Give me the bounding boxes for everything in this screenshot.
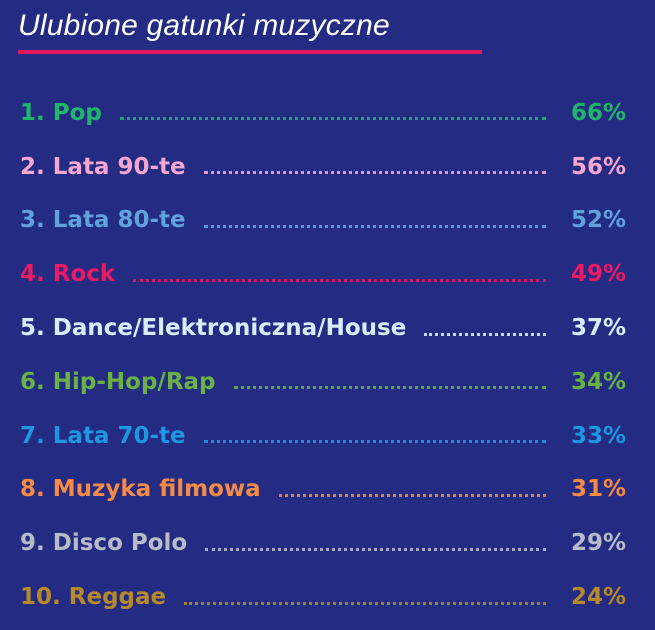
- genre-label: 2. Lata 90-te: [20, 154, 186, 180]
- genre-row: 8. Muzyka filmowa 31%: [20, 463, 626, 517]
- genre-label: 8. Muzyka filmowa: [20, 476, 261, 502]
- genre-name: Rock: [52, 261, 116, 288]
- genre-name: Lata 70-te: [52, 422, 186, 449]
- genre-rank: 10.: [20, 584, 61, 611]
- genre-percent: 66%: [570, 99, 626, 126]
- dotted-leader: [184, 601, 546, 605]
- dotted-leader: [203, 440, 546, 444]
- genre-name: Disco Polo: [52, 530, 188, 557]
- genre-label: 7. Lata 70-te: [20, 423, 186, 449]
- genre-name: Lata 90-te: [52, 153, 186, 180]
- genre-row: 1. Pop 66%: [20, 86, 626, 140]
- genre-rank: 9.: [20, 530, 45, 557]
- genre-name: Muzyka filmowa: [52, 476, 261, 503]
- genre-percent: 37%: [570, 315, 626, 342]
- genre-name: Pop: [52, 99, 102, 126]
- dotted-leader: [133, 278, 546, 282]
- genre-label: 6. Hip-Hop/Rap: [20, 369, 216, 395]
- genre-rank: 3.: [20, 207, 45, 234]
- dotted-leader: [278, 493, 546, 497]
- genre-name: Hip-Hop/Rap: [52, 368, 216, 395]
- page-title: Ulubione gatunki muzyczne: [18, 9, 390, 42]
- genre-name: Dance/Elektroniczna/House: [52, 315, 407, 342]
- dotted-leader: [203, 224, 546, 228]
- dotted-leader: [205, 547, 546, 551]
- genre-label: 5. Dance/Elektroniczna/House: [20, 315, 406, 341]
- genre-label: 4. Rock: [20, 261, 115, 287]
- genre-percent: 49%: [570, 261, 626, 288]
- genre-row: 4. Rock 49%: [20, 247, 626, 301]
- genre-rank: 5.: [20, 315, 45, 342]
- genre-label: 1. Pop: [20, 100, 102, 126]
- genre-row: 6. Hip-Hop/Rap 34%: [20, 355, 626, 409]
- genre-row: 5. Dance/Elektroniczna/House 37%: [20, 301, 626, 355]
- genre-percent: 56%: [570, 153, 626, 180]
- dotted-leader: [424, 332, 546, 336]
- genre-row: 2. Lata 90-te 56%: [20, 140, 626, 194]
- genre-percent: 33%: [570, 422, 626, 449]
- genre-label: 9. Disco Polo: [20, 530, 187, 556]
- dotted-leader: [233, 386, 546, 390]
- genre-row: 3. Lata 80-te 52%: [20, 194, 626, 248]
- genre-name: Reggae: [68, 584, 167, 611]
- dotted-leader: [119, 117, 546, 121]
- dotted-leader: [203, 171, 546, 175]
- genre-percent: 31%: [570, 476, 626, 503]
- genre-list: 1. Pop 66% 2. Lata 90-te 56% 3. Lata 80-te 52…: [20, 86, 626, 624]
- genre-row: 7. Lata 70-te 33%: [20, 409, 626, 463]
- genre-label: 10. Reggae: [20, 584, 166, 610]
- genre-label: 3. Lata 80-te: [20, 207, 186, 233]
- genre-percent: 24%: [570, 584, 626, 611]
- genre-name: Lata 80-te: [52, 207, 186, 234]
- genre-percent: 34%: [570, 368, 626, 395]
- title-underline: [18, 50, 482, 54]
- genre-row: 10. Reggae 24%: [20, 570, 626, 624]
- genre-percent: 52%: [570, 207, 626, 234]
- genre-rank: 1.: [20, 99, 45, 126]
- genre-percent: 29%: [570, 530, 626, 557]
- genre-rank: 6.: [20, 368, 45, 395]
- genre-rank: 2.: [20, 153, 45, 180]
- genre-rank: 8.: [20, 476, 45, 503]
- genre-row: 9. Disco Polo 29%: [20, 516, 626, 570]
- genre-rank: 4.: [20, 261, 45, 288]
- genre-rank: 7.: [20, 422, 45, 449]
